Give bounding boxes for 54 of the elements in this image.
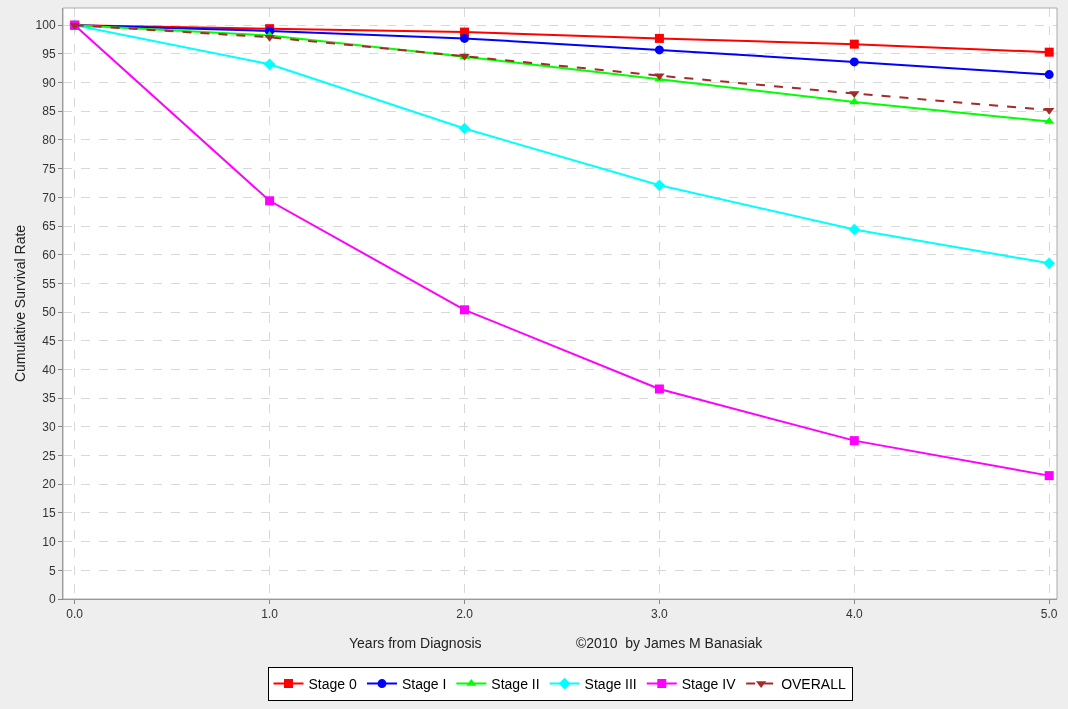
x-tick-label: 3.0 (651, 607, 669, 622)
point (849, 39, 859, 49)
point (1044, 471, 1054, 481)
y-tick-label: 70 (42, 190, 56, 205)
y-tick-label: 90 (42, 75, 56, 90)
y-tick-label: 0 (48, 592, 56, 607)
x-tick-label: 0.0 (66, 607, 84, 622)
y-axis-title: Cumulative Survival Rate (12, 224, 29, 383)
y-tick-label: 50 (42, 305, 56, 320)
y-tick-label: 65 (42, 219, 56, 234)
y-tick-label: 35 (42, 391, 56, 406)
point (653, 179, 666, 192)
y-tick-label: 100 (35, 18, 56, 33)
point (848, 223, 861, 236)
y-tick-label: 40 (42, 362, 56, 377)
y-tick-label: 60 (42, 247, 56, 262)
y-tick-label: 80 (42, 133, 56, 148)
point (1044, 70, 1054, 80)
x-tick-label: 1.0 (261, 607, 279, 622)
y-tick-label: 95 (42, 47, 56, 62)
legend-label: Stage III (584, 676, 637, 693)
point (460, 305, 469, 315)
point (1044, 47, 1054, 57)
point (849, 436, 859, 446)
x-tick-label: 5.0 (1040, 607, 1058, 622)
text: ©2010 by James M Banasiak (576, 635, 764, 651)
y-tick-label: 10 (42, 534, 56, 549)
point (263, 58, 276, 71)
point (1044, 107, 1055, 115)
y-tick-label: 30 (42, 420, 56, 435)
y-tick-label: 15 (42, 506, 56, 521)
point (654, 45, 664, 55)
y-tick-label: 75 (42, 161, 56, 176)
x-axis-title: Years from Diagnosis (349, 635, 482, 651)
y-tick-label: 55 (42, 276, 56, 291)
x-tick-label: 2.0 (456, 607, 474, 622)
point (458, 122, 471, 135)
point (1043, 257, 1056, 270)
y-tick-label: 85 (42, 104, 56, 119)
point (265, 196, 275, 206)
legend-label: Stage II (491, 676, 540, 693)
legend-label: Stage I (401, 676, 447, 693)
point (654, 384, 664, 394)
point (654, 33, 664, 43)
legend-label: OVERALL (781, 676, 846, 693)
point (849, 57, 859, 67)
point (460, 33, 469, 43)
y-tick-label: 25 (42, 448, 56, 463)
legend-label: Stage 0 (308, 676, 357, 693)
y-tick-label: 5 (48, 563, 56, 578)
y-tick-label: 20 (42, 477, 56, 492)
legend-label: Stage IV (681, 676, 737, 693)
y-tick-label: 45 (42, 334, 56, 348)
x-tick-label: 4.0 (845, 607, 863, 622)
